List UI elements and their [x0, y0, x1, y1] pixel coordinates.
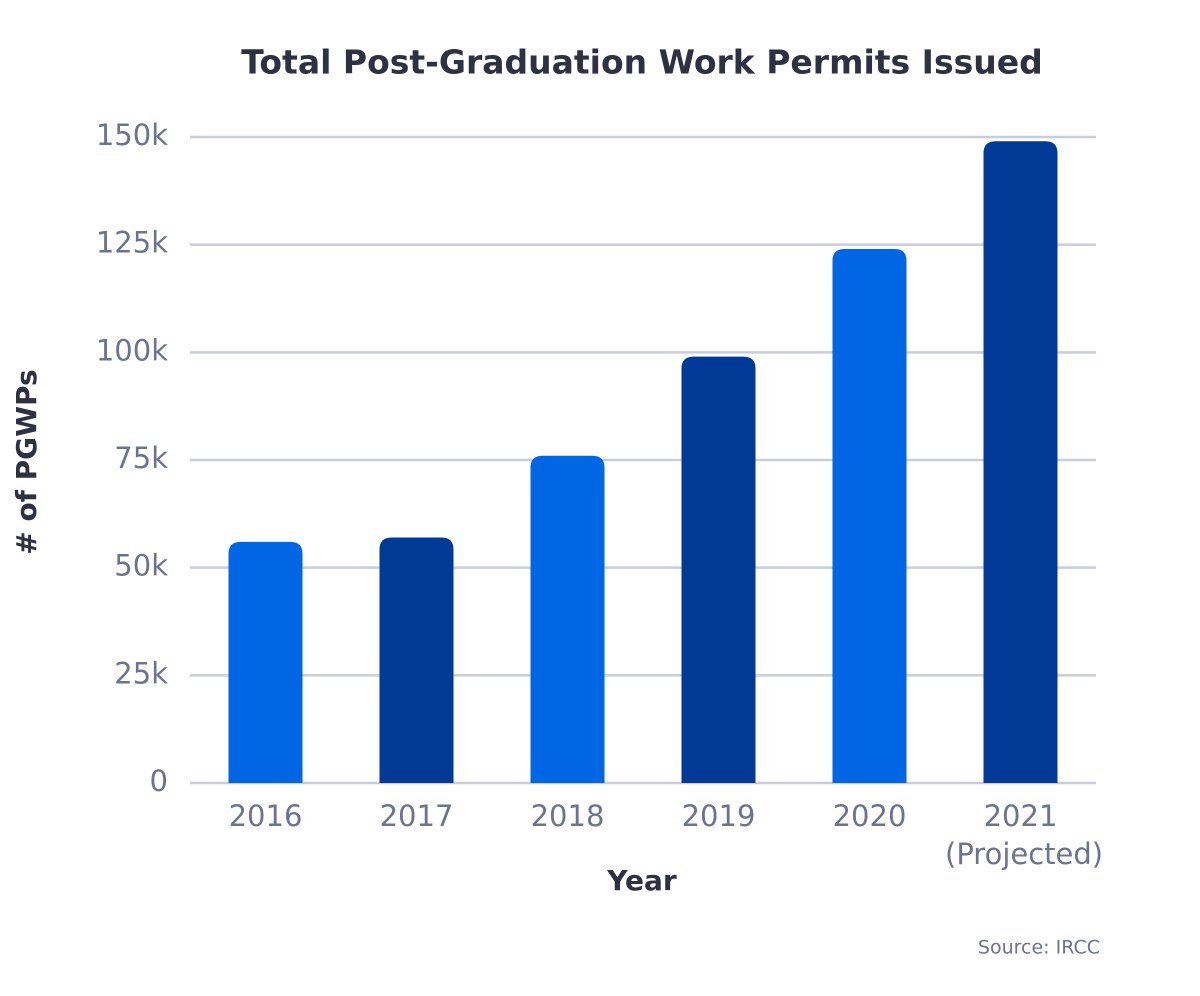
- x-tick-label: 2020: [832, 799, 907, 833]
- y-tick-label: 75k: [114, 441, 168, 475]
- bar: [530, 455, 605, 783]
- bar: [832, 248, 907, 783]
- x-tick-label: 2021 (Projected): [945, 799, 1104, 871]
- x-tick-label: 2019: [681, 799, 756, 833]
- bar: [228, 541, 303, 783]
- bar: [983, 141, 1058, 784]
- x-tick-label: 2018: [530, 799, 605, 833]
- y-tick-label: 25k: [114, 656, 168, 690]
- bar: [379, 537, 454, 783]
- y-tick-label: 0: [150, 764, 168, 798]
- y-tick-label: 150k: [96, 118, 168, 152]
- source-note: Source: IRCC: [978, 937, 1100, 959]
- y-axis-label: # of PGWPs: [10, 369, 43, 554]
- y-tick-label: 125k: [96, 226, 168, 260]
- x-tick-label: 2017: [379, 799, 454, 833]
- chart-title: Total Post-Graduation Work Permits Issue…: [241, 43, 1042, 82]
- x-axis-label: Year: [606, 864, 677, 897]
- bar: [681, 356, 756, 783]
- x-tick-label: 2016: [228, 799, 303, 833]
- y-tick-label: 100k: [96, 333, 168, 367]
- y-tick-label: 50k: [114, 549, 168, 583]
